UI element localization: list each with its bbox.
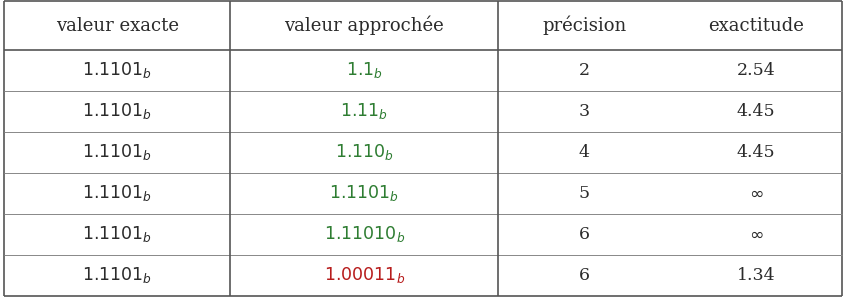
Text: $1.00011_b$: $1.00011_b$ (324, 265, 405, 285)
Text: $1.1101_b$: $1.1101_b$ (329, 183, 399, 203)
Text: précision: précision (542, 16, 626, 36)
Text: 4.45: 4.45 (737, 103, 775, 120)
Text: 5: 5 (579, 185, 590, 202)
Text: 2: 2 (579, 62, 590, 79)
Text: 6: 6 (579, 226, 590, 243)
Text: 4.45: 4.45 (737, 144, 775, 161)
Text: valeur exacte: valeur exacte (56, 17, 179, 35)
Text: $1.1101_b$: $1.1101_b$ (82, 183, 152, 203)
Text: $1.1101_b$: $1.1101_b$ (82, 265, 152, 285)
Text: $1.1101_b$: $1.1101_b$ (82, 61, 152, 80)
Text: 1.34: 1.34 (737, 266, 775, 284)
Text: $1.110_b$: $1.110_b$ (335, 142, 394, 162)
Text: $1.1101_b$: $1.1101_b$ (82, 224, 152, 244)
Text: $1.1101_b$: $1.1101_b$ (82, 101, 152, 121)
Text: $1.11010_b$: $1.11010_b$ (324, 224, 405, 244)
Text: $\infty$: $\infty$ (749, 226, 763, 243)
Text: 2.54: 2.54 (737, 62, 775, 79)
Text: $1.11_b$: $1.11_b$ (340, 101, 388, 121)
Text: $1.1_b$: $1.1_b$ (346, 61, 383, 80)
Text: 3: 3 (579, 103, 590, 120)
Text: 6: 6 (579, 266, 590, 284)
Text: exactitude: exactitude (708, 17, 804, 35)
Text: valeur approchée: valeur approchée (284, 16, 444, 36)
Text: $1.1101_b$: $1.1101_b$ (82, 142, 152, 162)
Text: $\infty$: $\infty$ (749, 185, 763, 202)
Text: 4: 4 (579, 144, 590, 161)
